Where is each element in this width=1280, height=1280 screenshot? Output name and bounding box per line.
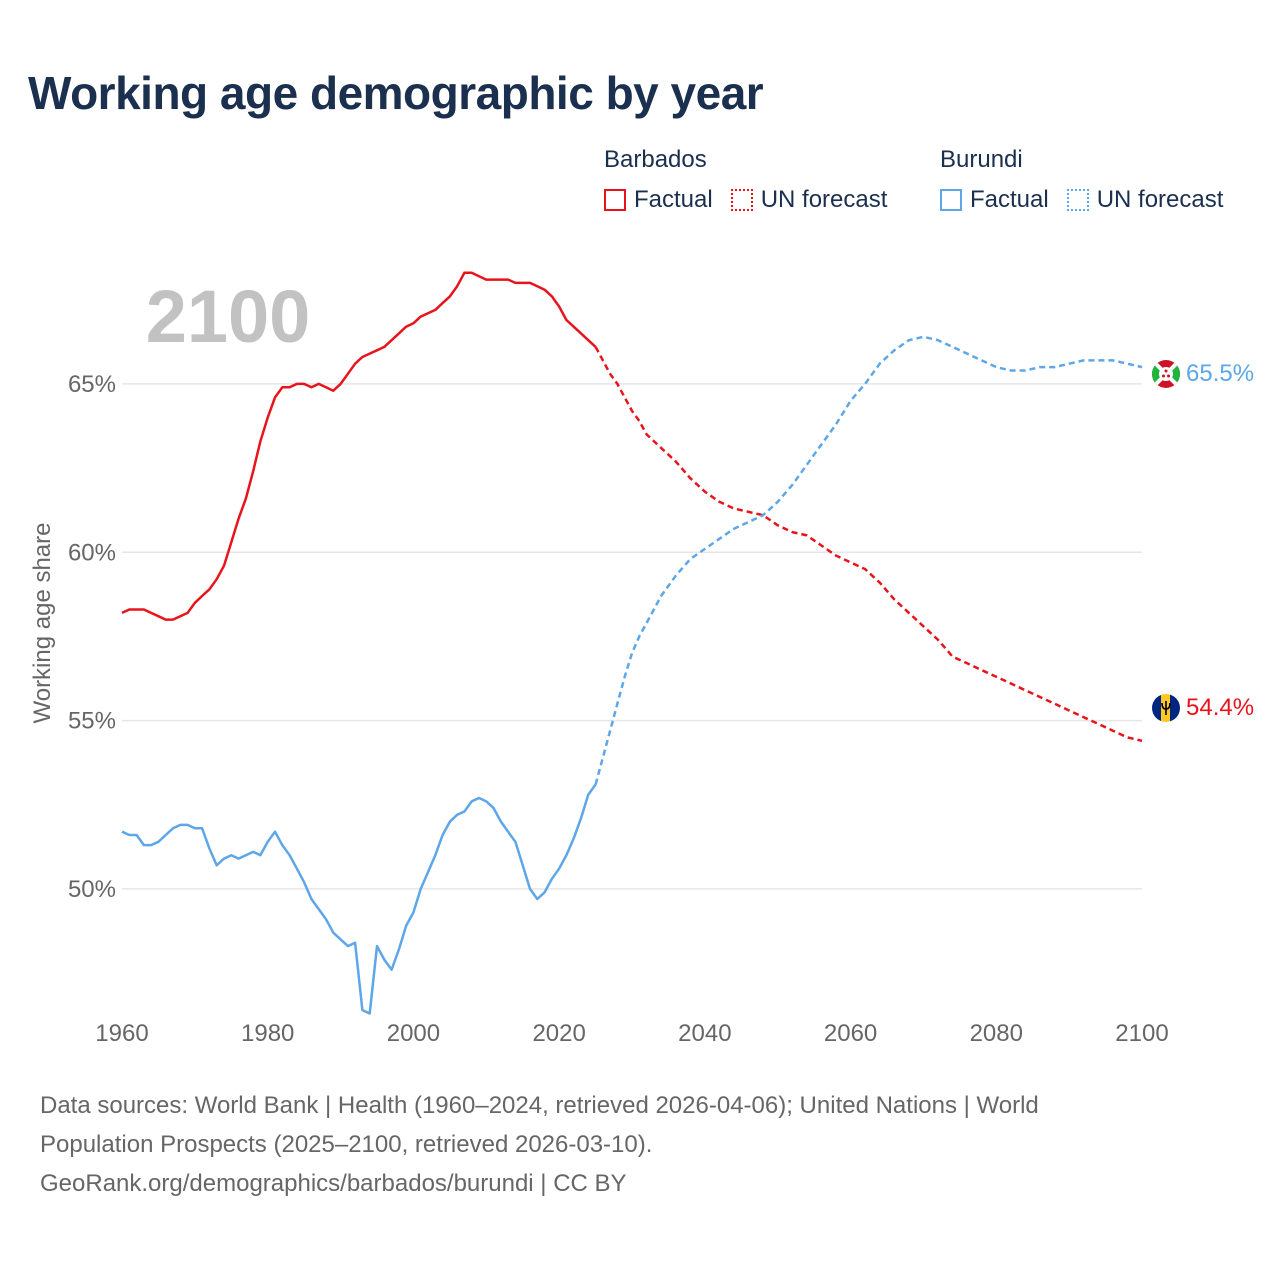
footer-line: Data sources: World Bank | Health (1960–… bbox=[40, 1092, 1039, 1119]
legend-label-factual[interactable]: Factual bbox=[634, 186, 713, 213]
footer-line: Population Prospects (2025–2100, retriev… bbox=[40, 1131, 653, 1158]
legend-label-forecast[interactable]: UN forecast bbox=[1096, 186, 1224, 213]
legend-group-name: Barbados bbox=[604, 146, 707, 173]
factual-swatch-icon[interactable] bbox=[940, 189, 962, 211]
factual-swatch-icon[interactable] bbox=[604, 189, 626, 211]
x-tick-label: 2080 bbox=[970, 1020, 1023, 1047]
y-axis-ticks: 50% 55% 60% 65% bbox=[68, 371, 116, 903]
burundi-flag-icon bbox=[1152, 360, 1180, 388]
x-tick-label: 2040 bbox=[678, 1020, 731, 1047]
barbados-flag-icon bbox=[1152, 694, 1180, 722]
forecast-swatch-icon[interactable] bbox=[730, 189, 753, 211]
barbados-forecast-line bbox=[594, 346, 1143, 743]
forecast-swatch-icon[interactable] bbox=[1066, 189, 1089, 211]
endpoint-markers: 65.5% 54.4% bbox=[1152, 360, 1254, 722]
burundi-factual-line bbox=[121, 783, 597, 1015]
legend-label-forecast[interactable]: UN forecast bbox=[760, 186, 888, 213]
x-tick-label: 1960 bbox=[95, 1020, 148, 1047]
footer-sources: Data sources: World Bank | Health (1960–… bbox=[40, 1086, 1240, 1203]
year-watermark: 2100 bbox=[146, 275, 311, 358]
legend-burundi: Burundi Factual UN forecast bbox=[940, 146, 1223, 214]
y-tick-label: 55% bbox=[68, 708, 116, 735]
burundi-forecast-line bbox=[594, 335, 1143, 785]
x-tick-label: 2100 bbox=[1115, 1020, 1168, 1047]
y-tick-label: 50% bbox=[68, 876, 116, 903]
legend-label-factual[interactable]: Factual bbox=[970, 186, 1049, 213]
y-tick-label: 60% bbox=[68, 539, 116, 566]
legend-group-name: Burundi bbox=[940, 146, 1023, 173]
legend-barbados: Barbados Factual UN forecast bbox=[604, 146, 905, 214]
x-tick-label: 2000 bbox=[387, 1020, 440, 1047]
y-tick-label: 65% bbox=[68, 371, 116, 398]
barbados-end-value: 54.4% bbox=[1186, 694, 1254, 721]
x-axis-ticks: 1960 1980 2000 2020 2040 2060 2080 2100 bbox=[95, 1020, 1168, 1047]
barbados-factual-line bbox=[121, 271, 597, 621]
gridlines bbox=[122, 383, 1142, 890]
chart-title: Working age demographic by year bbox=[28, 67, 764, 119]
line-chart: 2100 50% 55% 60% 65% 1960 1980 2000 2020 2040 20… bbox=[29, 271, 1254, 1047]
y-axis-label: Working age share bbox=[29, 523, 56, 724]
x-tick-label: 2060 bbox=[824, 1020, 877, 1047]
x-tick-label: 2020 bbox=[532, 1020, 585, 1047]
footer-line[interactable]: GeoRank.org/demographics/barbados/burund… bbox=[40, 1170, 627, 1197]
burundi-end-value: 65.5% bbox=[1186, 360, 1254, 387]
series-lines bbox=[121, 271, 1143, 1015]
x-tick-label: 1980 bbox=[241, 1020, 294, 1047]
